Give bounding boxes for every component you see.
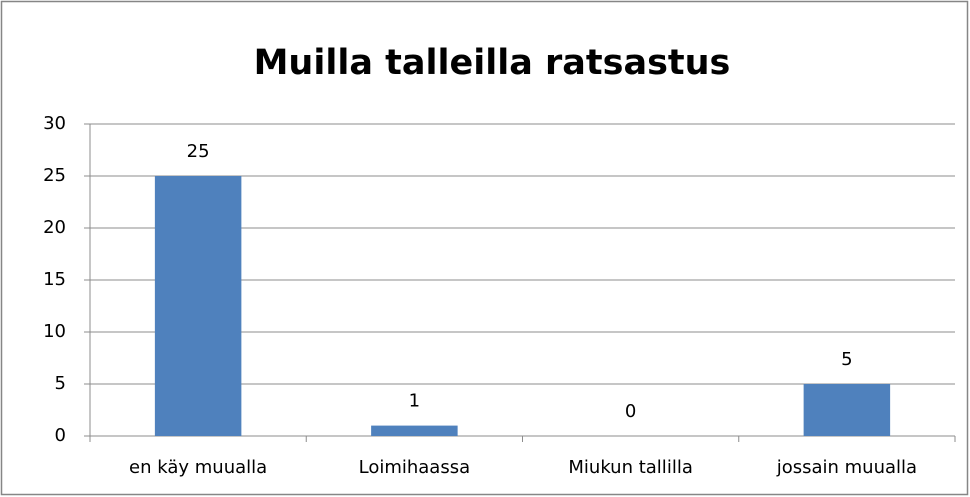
y-tick-label: 5 xyxy=(55,373,66,394)
data-label: 0 xyxy=(625,401,636,422)
y-tick-label: 20 xyxy=(43,217,66,238)
y-tick-label: 10 xyxy=(43,321,66,342)
bar xyxy=(803,384,891,436)
x-tick-label: jossain muualla xyxy=(776,457,917,478)
bar xyxy=(371,425,458,436)
data-label: 5 xyxy=(841,349,852,370)
y-tick-label: 0 xyxy=(55,425,66,446)
bar xyxy=(154,176,242,436)
x-tick-label: Miukun tallilla xyxy=(568,457,692,478)
x-tick-label: en käy muualla xyxy=(129,457,267,478)
y-tick-label: 25 xyxy=(43,165,66,186)
data-label: 1 xyxy=(409,391,420,412)
y-tick-label: 15 xyxy=(43,269,66,290)
data-label: 25 xyxy=(187,141,210,162)
chart-title: Muilla talleilla ratsastus xyxy=(254,43,731,83)
y-tick-label: 30 xyxy=(43,113,66,134)
x-tick-label: Loimihaassa xyxy=(359,457,471,478)
